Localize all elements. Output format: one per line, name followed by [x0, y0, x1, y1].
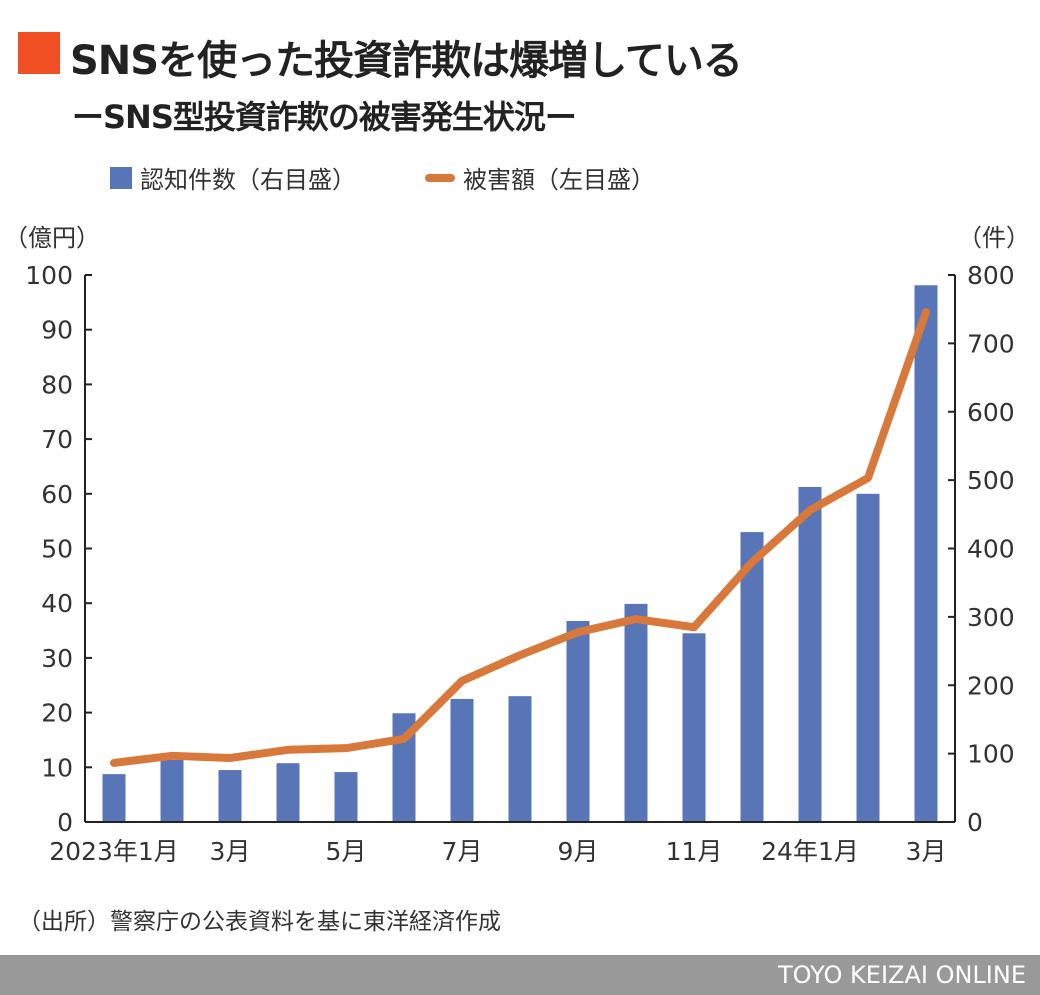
footer-brand: TOYO KEIZAI ONLINE [777, 961, 1026, 989]
left-tick-label: 40 [41, 589, 73, 618]
bar [914, 285, 938, 823]
left-tick-label: 20 [41, 699, 73, 728]
plot-area: 0 10 20 30 40 50 60 70 80 90 100 0 100 200 300 400 500 60… [25, 261, 1015, 866]
left-axis-unit: （億円） [4, 224, 100, 252]
bar [740, 532, 764, 822]
left-tick-label: 80 [41, 370, 73, 399]
left-tick-label: 0 [57, 808, 73, 837]
left-tick-label: 30 [41, 644, 73, 673]
bar [856, 493, 880, 822]
x-tick-label: 7月 [442, 837, 483, 866]
legend-item-bar: 認知件数（右目盛） [110, 160, 356, 195]
right-tick-label: 300 [967, 603, 1015, 632]
bar [798, 486, 822, 822]
right-tick-label: 200 [967, 671, 1015, 700]
source-note: （出所）警察庁の公表資料を基に東洋経済作成 [18, 909, 501, 935]
right-tick-label: 500 [967, 466, 1015, 495]
bar [682, 633, 706, 822]
left-tick-label: 90 [41, 316, 73, 345]
right-axis-unit: （件） [958, 224, 1030, 252]
bar [450, 698, 474, 822]
x-tick-label: 3月 [210, 837, 251, 866]
right-tick-label: 800 [967, 261, 1015, 290]
chart-title: SNSを使った投資詐欺は爆増している [70, 38, 743, 84]
legend-swatch-line [425, 173, 455, 182]
left-tick-label: 50 [41, 535, 73, 564]
legend-label-line: 被害額（左目盛） [463, 166, 655, 194]
line-series [110, 308, 930, 767]
x-tick-label: 11月 [666, 837, 723, 866]
bar [160, 759, 184, 822]
left-tick-label: 10 [41, 753, 73, 782]
bar [334, 772, 358, 822]
x-tick-label: 2023年1月 [49, 837, 179, 866]
bar [276, 763, 300, 822]
footer-bar: TOYO KEIZAI ONLINE [0, 955, 1040, 995]
x-tick-label: 24年1月 [761, 837, 859, 866]
bar [566, 620, 590, 822]
bar [508, 696, 532, 822]
bar [102, 774, 126, 822]
right-tick-label: 0 [967, 808, 983, 837]
x-tick-label: 3月 [906, 837, 947, 866]
chart-subtitle: ーSNS型投資詐欺の被害発生状況ー [72, 98, 577, 136]
left-tick-label: 100 [25, 261, 73, 290]
right-tick-label: 100 [967, 740, 1015, 769]
right-tick-label: 700 [967, 329, 1015, 358]
right-tick-label: 400 [967, 535, 1015, 564]
left-tick-label: 70 [41, 425, 73, 454]
left-tick-label: 60 [41, 480, 73, 509]
bar [218, 770, 242, 822]
x-tick-label: 5月 [326, 837, 367, 866]
title-mark [18, 32, 60, 74]
right-tick-label: 600 [967, 398, 1015, 427]
bar [624, 603, 648, 822]
legend-item-line: 被害額（左目盛） [425, 160, 655, 195]
legend-label-bar: 認知件数（右目盛） [140, 166, 356, 194]
legend-swatch-bar [110, 166, 132, 189]
x-tick-label: 9月 [558, 837, 599, 866]
